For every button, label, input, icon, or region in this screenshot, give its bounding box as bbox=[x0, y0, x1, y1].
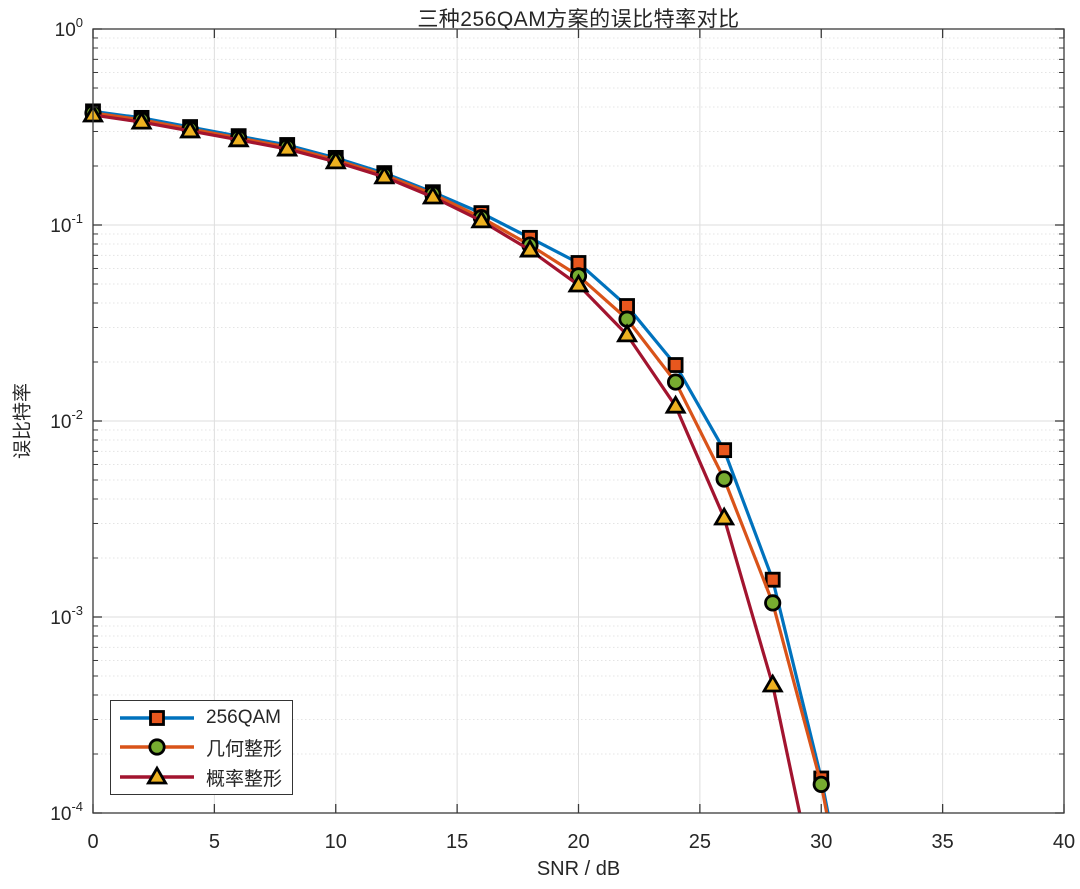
x-axis-label: SNR / dB bbox=[536, 858, 621, 880]
x-tick-label: 35 bbox=[932, 831, 954, 853]
x-tick-label: 15 bbox=[446, 831, 468, 853]
legend-entry-概率整形: 概率整形 bbox=[111, 763, 292, 791]
legend-sample-square-marker-icon bbox=[120, 709, 194, 726]
x-tick-label: 30 bbox=[810, 831, 832, 853]
y-tick-label: 100 bbox=[55, 15, 83, 41]
y-tick-label: 10-4 bbox=[50, 799, 83, 825]
legend-entry-几何整形: 几何整形 bbox=[111, 733, 292, 761]
axes-box bbox=[92, 28, 1065, 814]
y-tick-label: 10-2 bbox=[50, 407, 83, 433]
series-markers-概率整形 bbox=[81, 103, 784, 693]
legend-label: 几何整形 bbox=[206, 738, 283, 760]
x-tick-label: 5 bbox=[209, 831, 220, 853]
x-tick-label: 0 bbox=[87, 831, 98, 853]
y-tick-labels: 100 10-1 10-2 10-3 10-4 bbox=[50, 15, 83, 825]
x-tick-label: 10 bbox=[325, 831, 347, 853]
legend-sample-circle-marker-icon bbox=[120, 738, 194, 757]
legend-entry-256QAM: 256QAM bbox=[111, 704, 292, 732]
legend-label: 概率整形 bbox=[206, 768, 283, 790]
x-tick-labels: 0 5 10 15 20 25 30 35 40 bbox=[87, 831, 1075, 853]
y-tick-label: 10-3 bbox=[50, 603, 83, 629]
y-tick-label: 10-1 bbox=[50, 211, 83, 237]
legend: 256QAM 几何整形概率整形 bbox=[110, 700, 293, 795]
y-axis-label: 误比特率 bbox=[12, 382, 34, 460]
chart-title: 三种256QAM方案的误比特率对比 bbox=[417, 8, 740, 31]
legend-sample-triangle-marker-icon bbox=[120, 765, 194, 785]
x-tick-label: 25 bbox=[689, 831, 711, 853]
legend-label: 256QAM bbox=[206, 706, 281, 728]
x-tick-label: 20 bbox=[567, 831, 589, 853]
x-tick-label: 40 bbox=[1053, 831, 1075, 853]
